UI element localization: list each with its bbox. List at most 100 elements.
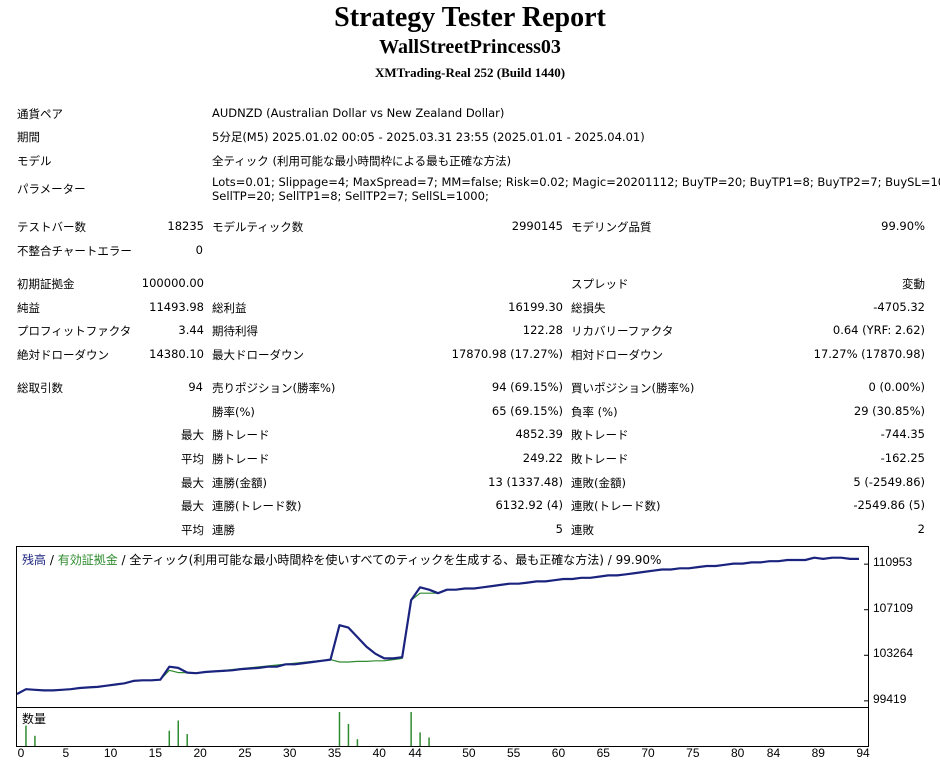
gross-loss-value: -4705.32 [873,300,925,314]
x-tick-label: 70 [641,746,655,760]
short-label: 売りポジション(勝率%) [212,381,336,395]
params-label: パラメーター [17,182,86,196]
x-tick-label: 0 [17,746,25,760]
x-tick-label: 75 [686,746,700,760]
x-tick-label: 20 [193,746,207,760]
avg-wins-label: 連勝 [212,523,235,537]
legend-sep-2: / [117,553,130,567]
expected-value: 122.28 [522,323,563,337]
x-tick-label: 5 [62,746,70,760]
recovery-label: リカバリーファクタ [571,324,674,338]
expected-label: 期待利得 [212,324,258,338]
cons-profit-value: 6132.92 (4) [495,498,563,512]
abs-dd-label: 絶対ドローダウン [17,348,109,362]
max-loss-label: 敗トレード [571,428,629,442]
report-title: Strategy Tester Report [334,2,606,33]
deposit-label: 初期証拠金 [17,277,75,291]
gross-loss-label: 総損失 [571,301,606,315]
period-value: 5分足(M5) 2025.01.02 00:05 - 2025.03.31 23… [212,130,645,144]
x-tick-label: 15 [148,746,163,760]
net-value: 11493.98 [149,300,204,314]
net-label: 純益 [17,301,40,315]
x-tick-label: 84 [766,746,781,760]
x-tick-label: 40 [372,746,386,760]
balance-series-line [17,556,859,695]
rel-dd-value: 17.27% (17870.98) [813,347,925,361]
short-value: 94 (69.15%) [491,380,563,394]
max-prefix-3: 最大 [181,499,204,513]
cons-profit-label: 連勝(トレード数) [212,499,302,513]
avg-loss-label: 敗トレード [571,452,629,466]
mismatch-value: 0 [195,243,203,257]
winrate-label: 勝率(%) [212,405,255,419]
y-tick-label: 99419 [873,691,907,706]
lossrate-value: 29 (30.85%) [853,404,925,418]
long-value: 0 (0.00%) [868,380,925,394]
x-tick-label: 10 [103,746,118,760]
period-label: 期間 [17,130,40,144]
avg-wins-value: 5 [555,522,563,536]
bars-label: テストバー数 [17,220,86,234]
cons-wins-amt-value: 13 (1337.48) [488,475,563,489]
model-value: 全ティック (利用可能な最小時間枠による最も正確な方法) [212,154,512,168]
x-tick-label: 30 [283,746,297,760]
quality-label: モデリング品質 [571,220,652,234]
max-dd-value: 17870.98 (17.27%) [451,347,563,361]
x-tick-label: 44 [408,746,422,760]
cons-loss-amt-value: 5 (-2549.86) [853,475,925,489]
y-tick-label: 110953 [873,555,913,570]
avg-prefix-2: 平均 [181,523,204,537]
deposit-value: 100000.00 [141,276,204,290]
lossrate-label: 負率 (%) [571,405,618,419]
cons-lossn-label: 連敗(トレード数) [571,499,661,513]
cons-wins-amt-label: 連勝(金額) [212,476,267,490]
x-tick-label: 55 [506,746,521,760]
x-tick-label: 94 [856,746,870,760]
avg-prefix: 平均 [181,452,204,466]
max-dd-label: 最大ドローダウン [212,348,304,362]
rel-dd-label: 相対ドローダウン [571,348,663,362]
max-loss-value: -744.35 [880,427,925,441]
equity-series-line [159,589,448,681]
x-tick-label: 89 [811,746,825,760]
balance-chart-svg [17,556,868,702]
cons-loss-amt-label: 連敗(金額) [571,476,626,490]
y-tick-label: 103264 [873,646,914,661]
mismatch-label: 不整合チャートエラー [17,244,132,258]
winrate-value: 65 (69.15%) [491,404,563,418]
quality-value: 99.90% [881,219,925,233]
server-info: XMTrading-Real 252 (Build 1440) [374,65,566,80]
params-line2: SellTP=20; SellTP1=8; SellTP2=7; SellSL=… [212,189,489,203]
total-value: 94 [188,380,203,394]
gross-profit-value: 16199.30 [508,300,563,314]
avg-losses-value: 2 [917,522,925,536]
x-tick-label: 80 [730,746,745,760]
x-tick-label: 50 [462,746,476,760]
x-tick-label: 25 [238,746,252,760]
long-label: 買いポジション(勝率%) [571,381,695,395]
pf-label: プロフィットファクタ [17,324,132,338]
model-label: モデル [17,154,52,168]
total-label: 総取引数 [17,381,63,395]
pf-value: 3.44 [178,323,204,337]
x-tick-label: 60 [551,746,566,760]
ea-name: WallStreetPrincess03 [379,36,561,58]
abs-dd-value: 14380.10 [149,347,204,361]
max-win-label: 勝トレード [212,428,270,442]
ticks-value: 2990145 [511,219,563,233]
recovery-value: 0.64 (YRF: 2.62) [832,323,925,337]
avg-win-value: 249.22 [522,451,563,465]
symbol-value: AUDNZD (Australian Dollar vs New Zealand… [212,106,505,120]
avg-loss-value: -162.25 [880,451,925,465]
chart-legend: 残高 / 有効証拠金 / 全ティック(利用可能な最小時間枠を使いすべてのティック… [22,551,661,568]
bars-value: 18235 [167,219,204,233]
legend-equity: 有効証拠金 [57,553,118,567]
ticks-label: モデルティック数 [212,220,304,234]
spread-label: スプレッド [571,277,629,291]
legend-rest: 全ティック(利用可能な最小時間枠を使いすべてのティックを生成する、最も正確な方法… [129,553,662,567]
cons-lossn-value: -2549.86 (5) [853,498,925,512]
volume-svg [25,712,430,746]
legend-balance: 残高 [22,553,47,567]
max-prefix-2: 最大 [181,476,204,490]
gross-profit-label: 総利益 [212,301,247,315]
